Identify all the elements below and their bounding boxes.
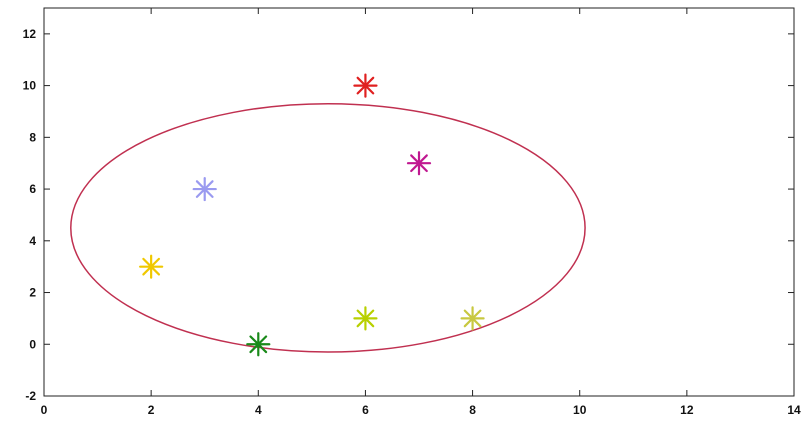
- data-point: [192, 176, 217, 202]
- data-point: [406, 151, 432, 176]
- x-tick-label: 8: [469, 403, 476, 417]
- points-layer: [139, 73, 485, 357]
- asterisk-stroke: [356, 76, 375, 95]
- y-tick-label: 0: [29, 337, 36, 351]
- y-tick-label: 12: [23, 27, 37, 41]
- circle-layer: [70, 102, 586, 353]
- asterisk-stroke: [356, 309, 375, 328]
- x-tick-labels: 0 2 4 6 8 10 12 14: [41, 403, 801, 417]
- x-tick-label: 6: [362, 403, 369, 417]
- circle: [70, 102, 586, 353]
- data-point: [139, 254, 164, 279]
- x-tick-label: 12: [680, 403, 694, 417]
- y-tick-label: 4: [29, 234, 36, 248]
- asterisk-stroke: [142, 257, 161, 276]
- asterisk-stroke: [463, 309, 482, 328]
- x-tick-label: 10: [573, 403, 587, 417]
- y-tick-labels: -2 0 2 4 6 8 10 12: [23, 27, 37, 403]
- y-tick-label: 2: [29, 286, 36, 300]
- data-point: [246, 332, 271, 357]
- data-point: [353, 306, 378, 331]
- y-tick-label: 8: [29, 130, 36, 144]
- plot-frame: [43, 7, 795, 397]
- asterisk-stroke: [410, 154, 428, 173]
- y-tick-label: 6: [29, 182, 36, 196]
- x-tick-label: 0: [41, 403, 48, 417]
- x-axis: [43, 8, 795, 396]
- x-tick-label: 4: [255, 403, 262, 417]
- x-tick-label: 2: [148, 403, 155, 417]
- asterisk-stroke: [249, 335, 268, 354]
- y-tick-label: -2: [25, 389, 36, 403]
- y-axis: [44, 33, 794, 397]
- y-tick-label: 10: [23, 79, 37, 93]
- data-point: [353, 73, 378, 98]
- data-point: [460, 306, 485, 331]
- asterisk-stroke: [195, 180, 214, 198]
- x-tick-label: 14: [787, 403, 801, 417]
